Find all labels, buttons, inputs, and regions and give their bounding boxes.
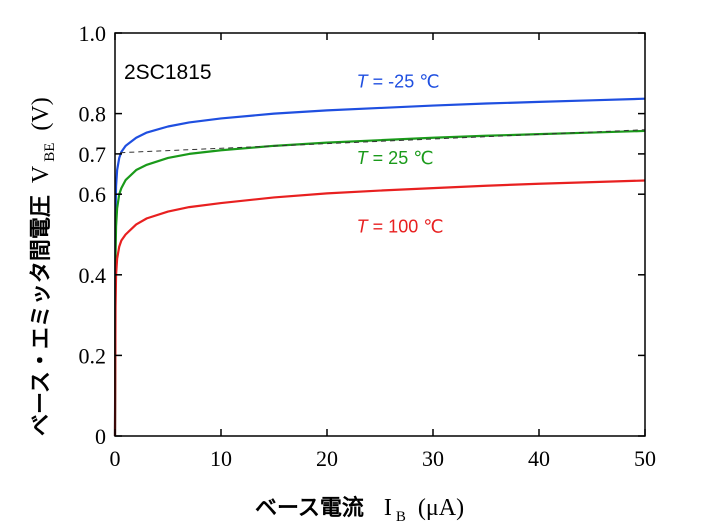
reference-line-group <box>120 129 646 154</box>
series-line <box>113 179 646 437</box>
plot-frame <box>114 32 646 437</box>
series-curves <box>113 97 646 437</box>
y-tick-label: 0 <box>95 424 106 449</box>
x-tick-label: 30 <box>422 446 444 471</box>
y-tick-label: 0.8 <box>79 102 107 127</box>
series-label: T = 100 ℃ <box>357 216 444 236</box>
series-label-value: = 25 ℃ <box>368 148 434 168</box>
y-axis-label-text: ベース・エミッタ間電圧 <box>29 195 54 436</box>
x-axis-label: ベース電流 I B (μA) <box>255 495 464 525</box>
series-label: T = -25 ℃ <box>357 71 440 91</box>
y-axis-label: ベース・エミッタ間電圧 V BE (V) <box>28 97 58 436</box>
x-axis-label-subscript: B <box>396 509 406 525</box>
series-labels: T = -25 ℃T = 25 ℃T = 100 ℃ <box>357 71 444 236</box>
y-tick-label: 1.0 <box>79 21 107 46</box>
y-tick-label: 0.7 <box>79 142 107 167</box>
reference-dashed-line <box>120 129 646 154</box>
series-label: T = 25 ℃ <box>357 148 434 168</box>
y-tick-label: 0.4 <box>79 263 107 288</box>
x-tick-label: 50 <box>634 446 656 471</box>
y-tick-label: 0.2 <box>79 343 107 368</box>
x-tick-label: 40 <box>528 446 550 471</box>
model-label: 2SC1815 <box>124 61 212 84</box>
axis-ticks <box>114 32 646 437</box>
y-axis-label-subscript: BE <box>42 143 58 162</box>
x-axis-label-text: ベース電流 <box>255 495 364 521</box>
series-label-symbol: T <box>357 71 370 91</box>
series-label-value: = -25 ℃ <box>368 71 440 91</box>
series-label-symbol: T <box>357 148 370 168</box>
series-line <box>113 129 646 437</box>
y-axis-label-symbol: V <box>28 165 54 183</box>
x-axis-label-unit: (μA) <box>418 495 464 521</box>
x-tick-label: 10 <box>210 446 232 471</box>
x-tick-label: 0 <box>110 446 121 471</box>
series-label-symbol: T <box>357 216 370 236</box>
x-tick-label: 20 <box>316 446 338 471</box>
axis-tick-labels: 0 10 20 30 40 50 0 0.2 0.4 0.6 0.7 0.8 1.0 <box>79 21 657 471</box>
x-axis-label-symbol: I <box>384 495 392 521</box>
series-line <box>113 97 646 437</box>
series-label-value: = 100 ℃ <box>368 216 444 236</box>
y-tick-label: 0.6 <box>79 182 107 207</box>
y-axis-label-unit: (V) <box>28 97 54 130</box>
